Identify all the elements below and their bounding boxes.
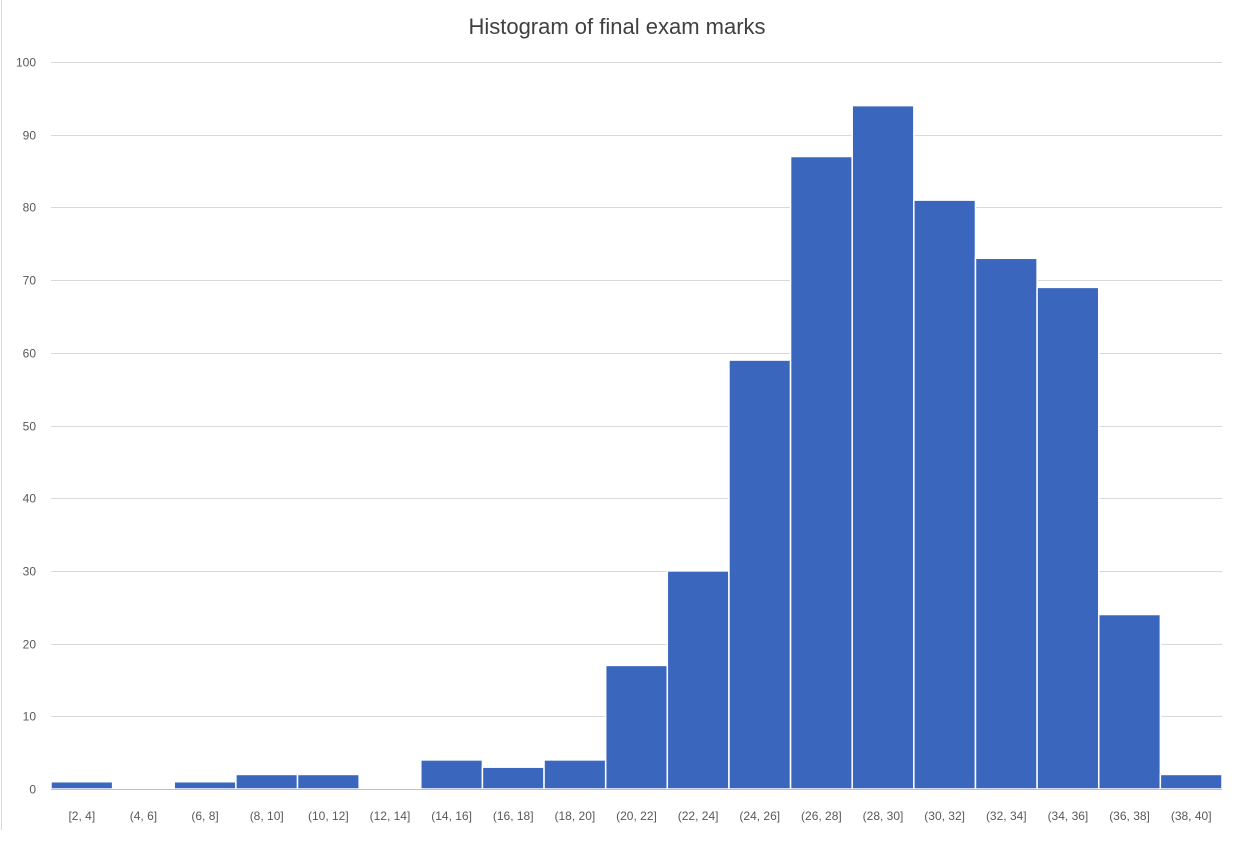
- y-tick-label: 60: [23, 347, 37, 361]
- bar-16: [974, 257, 1038, 790]
- x-category-label: (16, 18]: [493, 809, 534, 823]
- bar-8: [481, 766, 545, 790]
- x-category-label: (36, 38]: [1109, 809, 1150, 823]
- y-tick-label: 10: [23, 710, 37, 724]
- y-tick-label: 80: [23, 201, 37, 215]
- bar-10: [604, 664, 669, 790]
- x-category-label: (12, 14]: [370, 809, 411, 823]
- x-category-label: (38, 40]: [1171, 809, 1212, 823]
- x-axis-category-labels: [2, 4] (4, 6] (6, 8] (8, 10] (10, 12] (12, 14…: [68, 809, 1211, 823]
- y-tick-label: 20: [23, 638, 37, 652]
- gridlines: [51, 62, 1222, 717]
- bar-17: [1036, 286, 1100, 790]
- bar-18: [1097, 613, 1162, 790]
- chart-title: Histogram of final exam marks: [468, 14, 765, 39]
- bar-19: [1159, 773, 1223, 790]
- y-tick-label: 90: [23, 129, 37, 143]
- x-category-label: [2, 4]: [68, 809, 95, 823]
- y-tick-label: 40: [23, 492, 37, 506]
- bar-15: [913, 199, 977, 790]
- x-category-label: (30, 32]: [924, 809, 965, 823]
- bar-7: [420, 759, 484, 790]
- x-category-label: (32, 34]: [986, 809, 1027, 823]
- y-tick-label: 30: [23, 565, 37, 579]
- x-category-label: (14, 16]: [431, 809, 472, 823]
- bar-1: [50, 780, 114, 790]
- x-category-label: (6, 8]: [191, 809, 218, 823]
- bar-3: [173, 780, 237, 790]
- bar-11: [666, 570, 730, 790]
- x-category-label: (18, 20]: [555, 809, 596, 823]
- bars: [50, 104, 1223, 790]
- x-category-label: (22, 24]: [678, 809, 719, 823]
- y-tick-label: 0: [29, 783, 36, 797]
- bar-5: [296, 773, 360, 790]
- bar-13: [789, 155, 853, 790]
- x-category-label: (28, 30]: [863, 809, 904, 823]
- x-category-label: (8, 10]: [250, 809, 284, 823]
- bar-4: [235, 773, 299, 790]
- y-tick-label: 50: [23, 420, 37, 434]
- y-axis-tick-labels: 0 10 20 30 40 50 60 70 80 90 100: [16, 56, 36, 797]
- y-tick-label: 100: [16, 56, 36, 70]
- x-category-label: (24, 26]: [739, 809, 780, 823]
- bar-9: [543, 759, 607, 790]
- y-tick-label: 70: [23, 274, 37, 288]
- bar-12: [728, 359, 792, 790]
- x-category-label: (34, 36]: [1048, 809, 1089, 823]
- x-category-label: (4, 6]: [130, 809, 157, 823]
- x-category-label: (20, 22]: [616, 809, 657, 823]
- x-category-label: (26, 28]: [801, 809, 842, 823]
- bar-14: [851, 104, 915, 790]
- x-category-label: (10, 12]: [308, 809, 349, 823]
